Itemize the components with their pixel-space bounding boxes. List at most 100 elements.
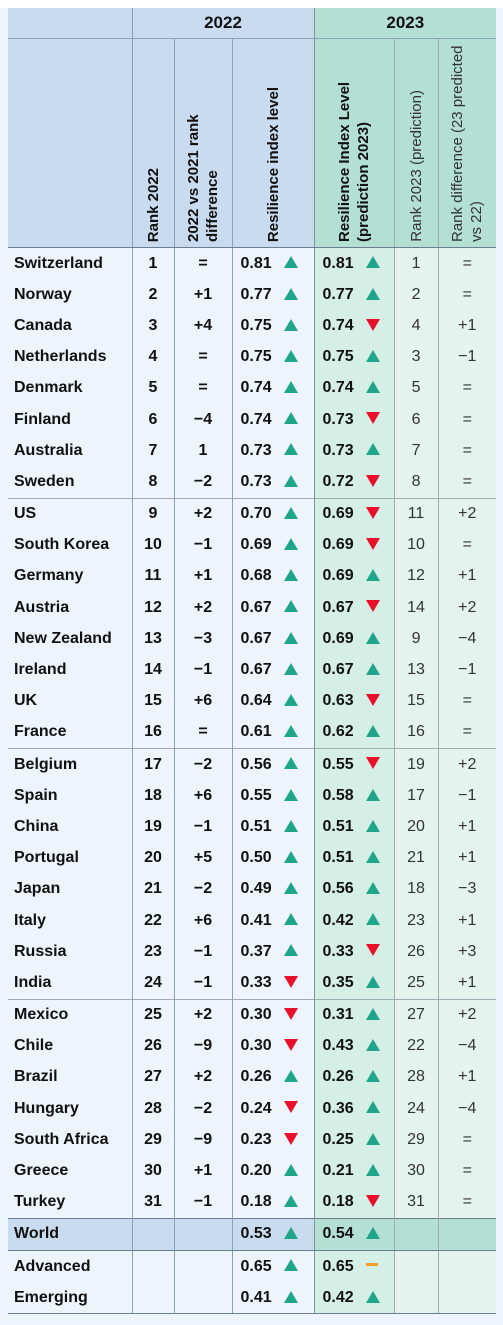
triangle-up-icon: [365, 788, 380, 801]
resilience-2023: 0.69: [313, 560, 395, 593]
triangle-up-icon: [365, 1132, 380, 1145]
rank-diff-2023: +2: [437, 497, 497, 530]
rank-diff-2023: =: [437, 1124, 497, 1156]
resilience-2022: 0.67: [231, 654, 315, 686]
triangle-up-icon: [283, 757, 298, 770]
triangle-up-icon: [365, 1290, 380, 1303]
rank-2023: 28: [393, 1061, 439, 1094]
rank-2023: 8: [393, 466, 439, 498]
rank-2023: 16: [393, 716, 439, 749]
triangle-up-icon: [283, 662, 298, 675]
country-name: Austria: [8, 592, 132, 624]
rank-2022: 3: [131, 310, 174, 342]
resilience-2022: 0.50: [231, 842, 315, 874]
resilience-2022: 0.41: [231, 1282, 315, 1315]
resilience-2022: 0.75: [231, 341, 315, 373]
table-row: South Korea 10 −1 0.69 0.69 10 =: [8, 529, 497, 561]
rank-diff-2023: +1: [437, 904, 497, 937]
resilience-index-table: 2022 2023 Rank 2022 2022 vs 2021 rank di…: [8, 8, 497, 1315]
rank-2023: 7: [393, 435, 439, 467]
resilience-2023: 0.69: [313, 529, 395, 561]
triangle-up-icon: [365, 631, 380, 644]
country-name: Spain: [8, 780, 132, 812]
triangle-down-icon: [283, 975, 298, 988]
resilience-2022-header: Resilience index level: [231, 38, 315, 248]
triangle-up-icon: [283, 1194, 298, 1207]
table-row: Austria 12 +2 0.67 0.67 14 +2: [8, 592, 497, 624]
rank-2023: 1: [393, 247, 439, 280]
rank-2022: 13: [131, 623, 174, 655]
country-name: China: [8, 811, 132, 843]
rank-diff-2022: −1: [173, 529, 232, 561]
rank-diff-2023: +1: [437, 811, 497, 843]
triangle-up-icon: [283, 538, 298, 551]
rank-2022: 23: [131, 936, 174, 968]
table-row: Switzerland 1 = 0.81 0.81 1 =: [8, 247, 497, 280]
resilience-2022: 0.77: [231, 279, 315, 311]
resilience-2023: 0.54: [313, 1217, 395, 1252]
triangle-up-icon: [365, 1039, 380, 1052]
triangle-up-icon: [283, 318, 298, 331]
country-name: Mexico: [8, 998, 132, 1031]
country-name: Hungary: [8, 1093, 132, 1125]
rank-diff-2023: +1: [437, 560, 497, 593]
resilience-2023: 0.36: [313, 1093, 395, 1125]
year-2022-header: 2022: [131, 8, 315, 39]
rank-diff-2022: −2: [173, 1093, 232, 1125]
rank-2023: 3: [393, 341, 439, 373]
rank-2023: 26: [393, 936, 439, 968]
country-name: South Korea: [8, 529, 132, 561]
resilience-2023: 0.77: [313, 279, 395, 311]
triangle-up-icon: [365, 1163, 380, 1176]
triangle-up-icon: [365, 443, 380, 456]
rank-2022: 26: [131, 1030, 174, 1062]
rank-2022: 6: [131, 403, 174, 436]
rank-diff-2023: −4: [437, 623, 497, 655]
table-row: Belgium 17 −2 0.56 0.55 19 +2: [8, 748, 497, 781]
resilience-2023: 0.65: [313, 1250, 395, 1283]
resilience-2023: 0.21: [313, 1155, 395, 1187]
triangle-down-icon: [365, 506, 380, 519]
rank-diff-2023: +2: [437, 592, 497, 624]
rank-2022: 18: [131, 780, 174, 812]
group-row: Emerging 0.41 0.42: [8, 1282, 497, 1315]
rank-2022: 19: [131, 811, 174, 843]
table-row: Mexico 25 +2 0.30 0.31 27 +2: [8, 998, 497, 1031]
rank-diff-2023: −1: [437, 341, 497, 373]
triangle-down-icon: [283, 1039, 298, 1052]
rank-diff-2023: =: [437, 466, 497, 498]
rank-2023: 17: [393, 780, 439, 812]
resilience-2023: 0.43: [313, 1030, 395, 1062]
table-row: New Zealand 13 −3 0.67 0.69 9 −4: [8, 623, 497, 655]
rank-2023: 14: [393, 592, 439, 624]
resilience-2023: 0.26: [313, 1061, 395, 1094]
resilience-2022: 0.30: [231, 1030, 315, 1062]
rank-2023: 2: [393, 279, 439, 311]
rank-2023: 6: [393, 403, 439, 436]
rank-diff-2022: =: [173, 716, 232, 749]
triangle-up-icon: [283, 1290, 298, 1303]
resilience-2022: 0.53: [231, 1217, 315, 1252]
table-row: Finland 6 −4 0.74 0.73 6 =: [8, 403, 497, 436]
resilience-2023: 0.81: [313, 247, 395, 280]
world-row: World 0.53 0.54: [8, 1217, 497, 1252]
resilience-2022: 0.55: [231, 780, 315, 812]
rank-diff-2023: [437, 1250, 497, 1283]
triangle-up-icon: [283, 569, 298, 582]
country-header: [8, 38, 132, 248]
rank-2023: 5: [393, 372, 439, 404]
resilience-table-page: 2022 2023 Rank 2022 2022 vs 2021 rank di…: [0, 8, 503, 1325]
rank-diff-2022: [173, 1250, 232, 1283]
triangle-up-icon: [365, 882, 380, 895]
table-row: US 9 +2 0.70 0.69 11 +2: [8, 497, 497, 530]
rank-2023: 27: [393, 998, 439, 1031]
rank-diff-2022: =: [173, 372, 232, 404]
rank-2023: 21: [393, 842, 439, 874]
rank-diff-2023: +3: [437, 936, 497, 968]
rank-diff-2023: +1: [437, 310, 497, 342]
rank-diff-2023: =: [437, 685, 497, 717]
rank-diff-2023: =: [437, 716, 497, 749]
country-name: South Africa: [8, 1124, 132, 1156]
country-name: Greece: [8, 1155, 132, 1187]
resilience-2023: 0.42: [313, 1282, 395, 1315]
